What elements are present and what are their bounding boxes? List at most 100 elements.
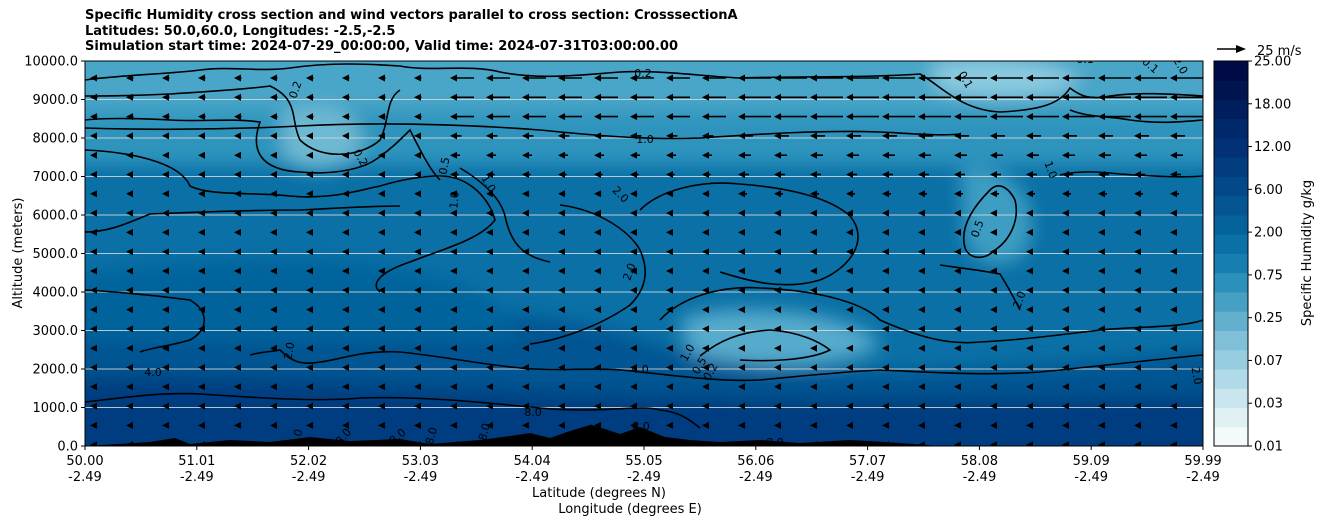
wind-vector xyxy=(738,190,747,198)
wind-vector xyxy=(450,325,457,333)
wind-vector xyxy=(486,190,494,198)
wind-vector xyxy=(558,171,567,178)
wind-vector xyxy=(1170,113,1203,121)
contour-label: 2.0 xyxy=(282,341,298,360)
wind-vector xyxy=(1098,190,1107,198)
wind-vector xyxy=(918,421,925,429)
wind-vector xyxy=(810,209,817,217)
wind-vector xyxy=(522,171,531,178)
wind-vector xyxy=(126,171,133,178)
colorbar-swatch xyxy=(1214,311,1248,331)
contour-label: 4.0 xyxy=(144,366,162,379)
wind-vector xyxy=(738,402,745,410)
wind-vector xyxy=(1206,345,1213,352)
wind-vector xyxy=(918,209,925,217)
colorbar-swatch xyxy=(1214,292,1248,312)
wind-vector xyxy=(378,364,385,371)
wind-vector xyxy=(1062,306,1069,314)
wind-vector xyxy=(234,325,241,333)
wind-vector xyxy=(522,248,529,256)
colorbar-tick-label: 0.75 xyxy=(1254,268,1283,283)
wind-vector xyxy=(702,325,709,333)
y-axis-label: Altitude (meters) xyxy=(11,198,26,309)
wind-vector xyxy=(990,421,997,429)
wind-vector xyxy=(882,171,893,178)
wind-vector xyxy=(558,267,565,275)
wind-vector xyxy=(1206,383,1213,390)
wind-vector xyxy=(810,306,817,314)
wind-vector xyxy=(666,171,675,178)
x-axis-label-lon: Longitude (degrees E) xyxy=(558,502,702,517)
wind-vector xyxy=(558,286,565,294)
wind-vector xyxy=(126,267,133,275)
wind-vector xyxy=(162,113,170,121)
wind-vector xyxy=(1026,113,1059,121)
wind-vector xyxy=(1026,171,1037,178)
wind-vector xyxy=(846,364,853,371)
wind-vector xyxy=(306,228,313,236)
wind-vector xyxy=(918,267,925,275)
wind-vector xyxy=(270,93,278,101)
wind-vector xyxy=(954,286,961,294)
contour-label: 1.0 xyxy=(636,133,654,146)
wind-vector xyxy=(342,228,349,236)
wind-vector xyxy=(918,93,951,101)
wind-vector xyxy=(1134,325,1141,333)
colorbar-frame xyxy=(1213,60,1249,447)
wind-vector xyxy=(1062,402,1069,410)
wind-vector xyxy=(522,151,532,159)
wind-vector xyxy=(666,286,673,294)
wind-vector xyxy=(558,151,568,159)
wind-vector xyxy=(1026,364,1033,371)
wind-vector xyxy=(1098,383,1105,391)
wind-vector xyxy=(90,325,97,333)
wind-vector xyxy=(846,325,853,333)
wind-vector xyxy=(414,228,421,236)
wind-vector xyxy=(450,151,460,159)
wind-vector xyxy=(234,209,241,217)
humidity-moist-tongue xyxy=(85,259,520,340)
wind-vector xyxy=(594,228,601,236)
wind-vector xyxy=(954,190,963,198)
contour-label: 8.0 xyxy=(476,422,493,442)
wind-vector xyxy=(558,421,565,429)
wind-vector xyxy=(1062,344,1069,352)
wind-vector xyxy=(126,364,133,371)
y-tick-label: 2000.0 xyxy=(33,363,79,378)
colorbar-swatch xyxy=(1214,388,1248,408)
wind-vector xyxy=(810,421,817,429)
wind-vector xyxy=(882,228,889,236)
wind-vector xyxy=(846,113,879,121)
wind-vector xyxy=(990,151,1003,159)
wind-vector xyxy=(1026,228,1033,236)
wind-vector xyxy=(1098,151,1111,159)
contour-label: 0.5 xyxy=(968,218,986,239)
wind-vector xyxy=(126,421,133,429)
wind-vector xyxy=(810,286,817,294)
wind-vector xyxy=(1062,209,1069,217)
wind-vector xyxy=(90,267,97,275)
wind-vector xyxy=(198,306,205,314)
wind-vector xyxy=(558,209,565,217)
wind-vector xyxy=(954,113,987,121)
wind-vector xyxy=(810,190,819,198)
wind-vector xyxy=(414,113,422,121)
wind-vector xyxy=(1206,113,1214,120)
x-tick-label-lat: 55.05 xyxy=(625,454,662,469)
wind-vector xyxy=(90,93,98,101)
wind-vector xyxy=(126,402,133,410)
wind-vector xyxy=(1206,248,1213,255)
wind-vector xyxy=(162,421,169,429)
wind-vector xyxy=(810,248,817,256)
wind-vector xyxy=(342,171,349,178)
x-tick-label-lat: 53.03 xyxy=(402,454,439,469)
wind-vector xyxy=(774,151,787,159)
wind-vector xyxy=(1098,248,1105,256)
wind-vector xyxy=(522,209,529,217)
wind-vector xyxy=(450,383,457,391)
wind-vector xyxy=(486,383,493,391)
wind-vector xyxy=(450,286,457,294)
y-tick-label: 7000.0 xyxy=(33,170,79,185)
contour-label: 4.0 xyxy=(631,363,649,376)
wind-vector xyxy=(846,267,853,275)
